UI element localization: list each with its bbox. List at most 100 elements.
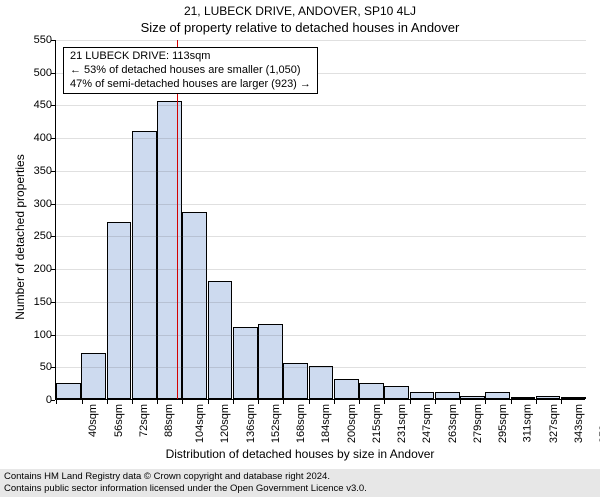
footer-attribution: Contains HM Land Registry data © Crown c…: [0, 469, 600, 497]
annotation-line-1: 21 LUBECK DRIVE: 113sqm: [70, 50, 311, 64]
x-tick-label: 231sqm: [396, 404, 408, 443]
histogram-bar: [157, 101, 182, 399]
histogram-bar: [359, 383, 384, 399]
x-tick-mark: [410, 400, 411, 404]
gridline: [56, 105, 586, 106]
y-tick-mark: [51, 236, 55, 237]
x-tick-label: 200sqm: [346, 404, 358, 443]
annotation-line-2: ← 53% of detached houses are smaller (1,…: [70, 64, 311, 78]
y-tick-label: 500: [12, 67, 52, 79]
y-tick-mark: [51, 73, 55, 74]
y-tick-mark: [51, 204, 55, 205]
x-tick-label: 215sqm: [371, 404, 383, 443]
y-tick-mark: [51, 400, 55, 401]
y-tick-label: 200: [12, 263, 52, 275]
x-tick-label: 72sqm: [138, 404, 150, 437]
x-tick-mark: [435, 400, 436, 404]
y-tick-mark: [51, 367, 55, 368]
chart-container: 21, LUBECK DRIVE, ANDOVER, SP10 4LJ Size…: [0, 0, 600, 500]
x-tick-label: 88sqm: [163, 404, 175, 437]
x-tick-mark: [82, 400, 83, 404]
x-tick-label: 279sqm: [472, 404, 484, 443]
gridline: [56, 335, 586, 336]
x-tick-label: 327sqm: [548, 404, 560, 443]
x-tick-mark: [511, 400, 512, 404]
histogram-bar: [410, 392, 435, 399]
y-tick-mark: [51, 335, 55, 336]
histogram-bar: [208, 281, 233, 399]
histogram-bar: [435, 392, 460, 399]
x-tick-label: 168sqm: [295, 404, 307, 443]
x-tick-mark: [283, 400, 284, 404]
x-tick-mark: [182, 400, 183, 404]
y-tick-label: 0: [12, 394, 52, 406]
y-tick-mark: [51, 171, 55, 172]
x-tick-label: 120sqm: [220, 404, 232, 443]
x-tick-label: 184sqm: [321, 404, 333, 443]
x-tick-mark: [258, 400, 259, 404]
histogram-bar: [460, 396, 485, 399]
histogram-bar: [233, 327, 258, 399]
gridline: [56, 236, 586, 237]
x-tick-mark: [233, 400, 234, 404]
x-tick-mark: [485, 400, 486, 404]
x-tick-mark: [132, 400, 133, 404]
footer-line-1: Contains HM Land Registry data © Crown c…: [4, 471, 596, 483]
annotation-line-3: 47% of semi-detached houses are larger (…: [70, 78, 311, 92]
x-tick-mark: [561, 400, 562, 404]
x-tick-label: 343sqm: [573, 404, 585, 443]
x-tick-label: 152sqm: [270, 404, 282, 443]
x-tick-mark: [107, 400, 108, 404]
x-tick-label: 247sqm: [421, 404, 433, 443]
x-axis-label: Distribution of detached houses by size …: [0, 447, 600, 461]
y-tick-mark: [51, 105, 55, 106]
x-tick-label: 104sqm: [194, 404, 206, 443]
histogram-bar: [309, 366, 334, 399]
histogram-bar: [536, 396, 561, 399]
y-tick-mark: [51, 138, 55, 139]
histogram-bar: [107, 222, 132, 399]
y-tick-label: 250: [12, 230, 52, 242]
page-subtitle: Size of property relative to detached ho…: [0, 20, 600, 35]
y-tick-label: 100: [12, 329, 52, 341]
y-tick-label: 550: [12, 34, 52, 46]
x-tick-mark: [536, 400, 537, 404]
x-tick-label: 295sqm: [497, 404, 509, 443]
gridline: [56, 269, 586, 270]
x-tick-mark: [334, 400, 335, 404]
gridline: [56, 302, 586, 303]
x-tick-label: 311sqm: [522, 404, 534, 442]
histogram-bar: [182, 212, 207, 399]
x-tick-mark: [309, 400, 310, 404]
x-tick-label: 263sqm: [447, 404, 459, 443]
y-tick-label: 50: [12, 361, 52, 373]
annotation-box: 21 LUBECK DRIVE: 113sqm ← 53% of detache…: [63, 47, 318, 94]
y-tick-mark: [51, 302, 55, 303]
y-tick-mark: [51, 269, 55, 270]
gridline: [56, 138, 586, 139]
x-tick-mark: [208, 400, 209, 404]
gridline: [56, 367, 586, 368]
y-tick-label: 150: [12, 296, 52, 308]
histogram-bar: [283, 363, 308, 399]
y-tick-label: 300: [12, 198, 52, 210]
x-tick-mark: [157, 400, 158, 404]
x-tick-mark: [460, 400, 461, 404]
gridline: [56, 40, 586, 41]
gridline: [56, 204, 586, 205]
footer-line-2: Contains public sector information licen…: [4, 483, 596, 495]
x-tick-label: 136sqm: [245, 404, 257, 443]
x-tick-label: 40sqm: [87, 404, 99, 437]
x-tick-mark: [384, 400, 385, 404]
page-title-address: 21, LUBECK DRIVE, ANDOVER, SP10 4LJ: [0, 4, 600, 18]
histogram-bar: [81, 353, 106, 399]
histogram-bar: [334, 379, 359, 399]
histogram-bar: [511, 397, 536, 399]
x-tick-mark: [56, 400, 57, 404]
y-tick-mark: [51, 40, 55, 41]
histogram-bar: [485, 392, 510, 399]
y-tick-label: 400: [12, 132, 52, 144]
y-tick-label: 450: [12, 99, 52, 111]
y-tick-label: 350: [12, 165, 52, 177]
histogram-bar: [561, 397, 586, 399]
